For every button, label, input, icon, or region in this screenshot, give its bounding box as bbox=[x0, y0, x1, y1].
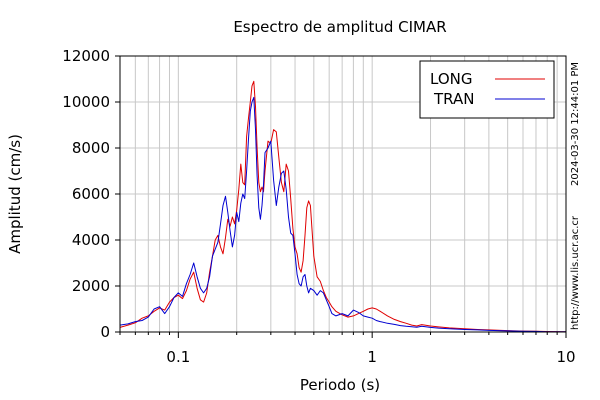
x-tick-label: 1 bbox=[367, 348, 377, 366]
y-tick-label: 8000 bbox=[72, 139, 110, 157]
y-axis-label: Amplitud (cm/s) bbox=[6, 134, 24, 254]
y-tick-label: 2000 bbox=[72, 277, 110, 295]
series-line-tran bbox=[119, 96, 567, 333]
series-group bbox=[119, 80, 567, 333]
chart-title: Espectro de amplitud CIMAR bbox=[233, 18, 446, 36]
y-tick-label: 12000 bbox=[62, 47, 110, 65]
source-url-text: http://www.lis.ucr.ac.cr bbox=[570, 215, 581, 330]
x-tick-label: 10 bbox=[556, 348, 575, 366]
legend-label-tran: TRAN bbox=[433, 90, 474, 108]
axes: 0 2000 4000 6000 8000 10000 12000 0.1 1 10 bbox=[62, 47, 575, 366]
series-line-long bbox=[119, 80, 567, 333]
y-tick-label: 6000 bbox=[72, 185, 110, 203]
grid bbox=[119, 55, 567, 333]
legend-label-long: LONG bbox=[430, 70, 472, 88]
legend-box bbox=[419, 60, 555, 119]
x-axis-label: Periodo (s) bbox=[300, 376, 380, 394]
y-tick-label: 4000 bbox=[72, 231, 110, 249]
timestamp-text: 2024-03-30 12:44:01 PM bbox=[570, 62, 581, 186]
x-tick-label: 0.1 bbox=[166, 348, 190, 366]
y-tick-label: 0 bbox=[100, 323, 110, 341]
y-tick-label: 10000 bbox=[62, 93, 110, 111]
legend: LONG TRAN bbox=[419, 60, 555, 119]
